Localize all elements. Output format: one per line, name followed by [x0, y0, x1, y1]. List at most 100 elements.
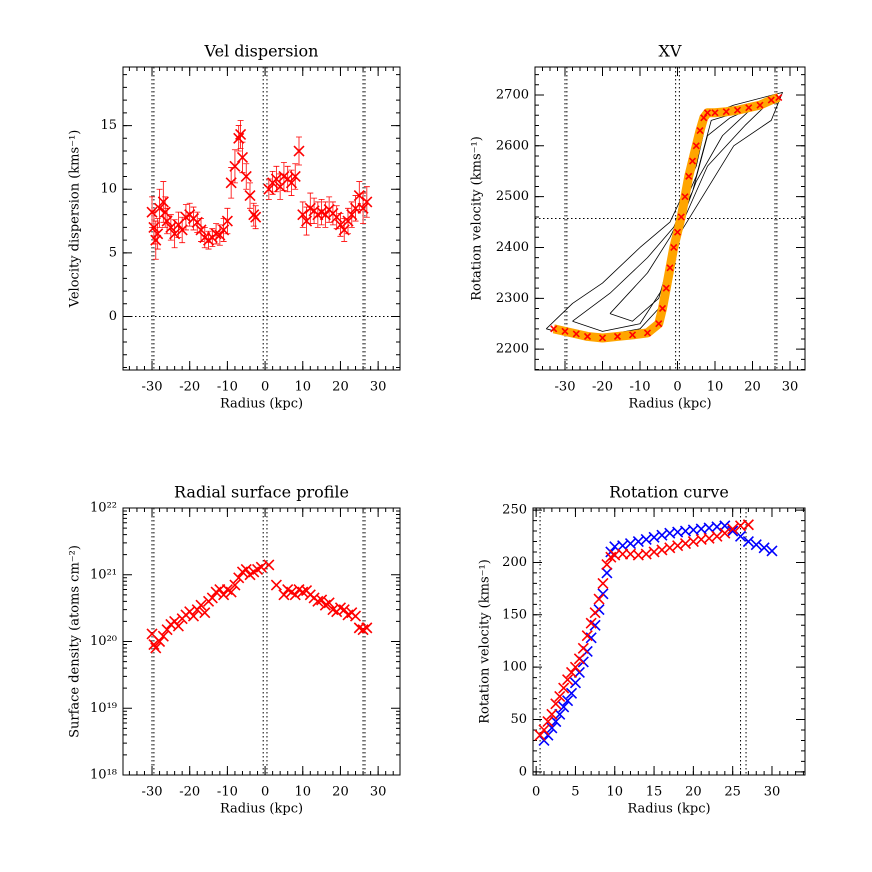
x-marker — [640, 533, 652, 545]
x-marker — [146, 206, 158, 218]
x-marker — [270, 173, 282, 185]
x-tick-label: -30 — [142, 380, 163, 395]
y-tick-label: 200 — [502, 555, 527, 570]
x-marker — [349, 610, 362, 622]
x-marker — [244, 190, 256, 202]
x-marker — [550, 698, 562, 710]
x-marker — [263, 559, 275, 571]
x-marker — [727, 523, 739, 535]
x-marker — [342, 215, 354, 227]
x-marker — [229, 579, 241, 591]
x-tick-label: 20 — [744, 380, 761, 395]
x-marker — [573, 666, 585, 678]
x-marker — [679, 538, 692, 550]
x-marker — [624, 538, 637, 550]
x-marker — [331, 211, 343, 223]
x-marker — [561, 327, 569, 335]
x-tick-label: 10 — [707, 380, 724, 395]
x-tick-label: -10 — [217, 785, 238, 800]
y-axis-label: Surface density (atoms cm⁻²) — [68, 545, 83, 738]
y-tick-label: 2500 — [496, 189, 529, 204]
x-marker — [565, 687, 578, 699]
x-marker — [338, 604, 350, 616]
y-tick-label: 2200 — [496, 342, 529, 357]
plot-area — [535, 67, 805, 370]
x-tick-label: 0 — [261, 785, 269, 800]
x-tick-label: -30 — [555, 380, 576, 395]
x-marker — [648, 531, 660, 543]
x-marker — [297, 586, 309, 598]
x-marker — [598, 334, 607, 342]
y-axis-label: Rotation velocity (kms⁻¹) — [470, 136, 485, 301]
x-marker — [270, 579, 282, 591]
x-marker — [161, 215, 173, 227]
x-marker — [218, 589, 230, 601]
y-tick-label: 100 — [502, 660, 527, 675]
y-axis-label: Rotation velocity (kms⁻¹) — [478, 559, 493, 724]
x-marker — [577, 642, 589, 654]
x-marker — [711, 530, 723, 542]
x-marker — [685, 172, 693, 180]
x-marker — [670, 243, 678, 252]
x-marker — [191, 216, 203, 228]
x-tick-label: -20 — [179, 380, 200, 395]
y-tick-label: 10¹⁹ — [90, 701, 117, 716]
x-marker — [722, 108, 730, 116]
x-marker — [569, 661, 582, 673]
panel: Vel dispersion Radius (kpc) Velocity dispe… — [68, 42, 401, 412]
x-marker — [236, 151, 249, 163]
x-marker — [554, 708, 566, 720]
x-marker — [240, 170, 252, 183]
x-marker — [289, 170, 301, 183]
x-marker — [285, 177, 298, 189]
x-axis-label: Radius (kpc) — [220, 802, 303, 817]
x-marker — [597, 588, 609, 600]
x-marker — [572, 330, 580, 338]
x-marker — [542, 729, 554, 741]
y-tick-label: 2400 — [496, 240, 529, 255]
x-marker — [648, 546, 660, 558]
x-tick-label: 25 — [724, 785, 741, 800]
x-marker — [172, 620, 184, 632]
x-tick-label: 20 — [685, 785, 702, 800]
x-tick-label: -30 — [142, 785, 163, 800]
x-marker — [221, 215, 233, 227]
x-marker — [150, 234, 162, 246]
x-marker — [601, 558, 613, 571]
x-marker — [323, 597, 335, 609]
x-marker — [148, 638, 160, 651]
plot-area — [146, 508, 373, 775]
x-marker — [148, 221, 160, 233]
x-marker — [153, 635, 166, 648]
contour — [545, 92, 783, 340]
x-marker — [742, 519, 754, 531]
x-marker — [157, 630, 169, 642]
x-marker — [169, 228, 181, 240]
x-marker — [546, 708, 558, 720]
x-tick-label: 10 — [606, 785, 623, 800]
panel-title: Rotation curve — [609, 483, 729, 502]
x-marker — [152, 228, 164, 240]
series-line — [552, 93, 781, 343]
x-marker — [195, 599, 207, 611]
x-marker — [673, 228, 682, 236]
x-marker — [187, 610, 200, 622]
x-tick-label: 30 — [370, 380, 387, 395]
y-tick-label: 2600 — [496, 138, 529, 153]
x-marker — [569, 677, 582, 689]
x-marker — [199, 607, 211, 619]
plot-frame — [122, 507, 401, 776]
x-axis-label: Radius (kpc) — [627, 802, 710, 817]
x-marker — [628, 331, 637, 339]
x-tick-label: 10 — [294, 785, 311, 800]
x-marker — [719, 527, 731, 539]
x-marker — [558, 701, 570, 713]
x-marker — [214, 229, 226, 241]
y-tick-label: 10²⁰ — [90, 634, 117, 649]
x-tick-label: -10 — [630, 380, 651, 395]
x-marker — [225, 177, 237, 189]
x-marker — [263, 183, 275, 195]
x-marker — [153, 202, 166, 214]
x-marker — [361, 622, 373, 634]
x-tick-label: -20 — [179, 785, 200, 800]
